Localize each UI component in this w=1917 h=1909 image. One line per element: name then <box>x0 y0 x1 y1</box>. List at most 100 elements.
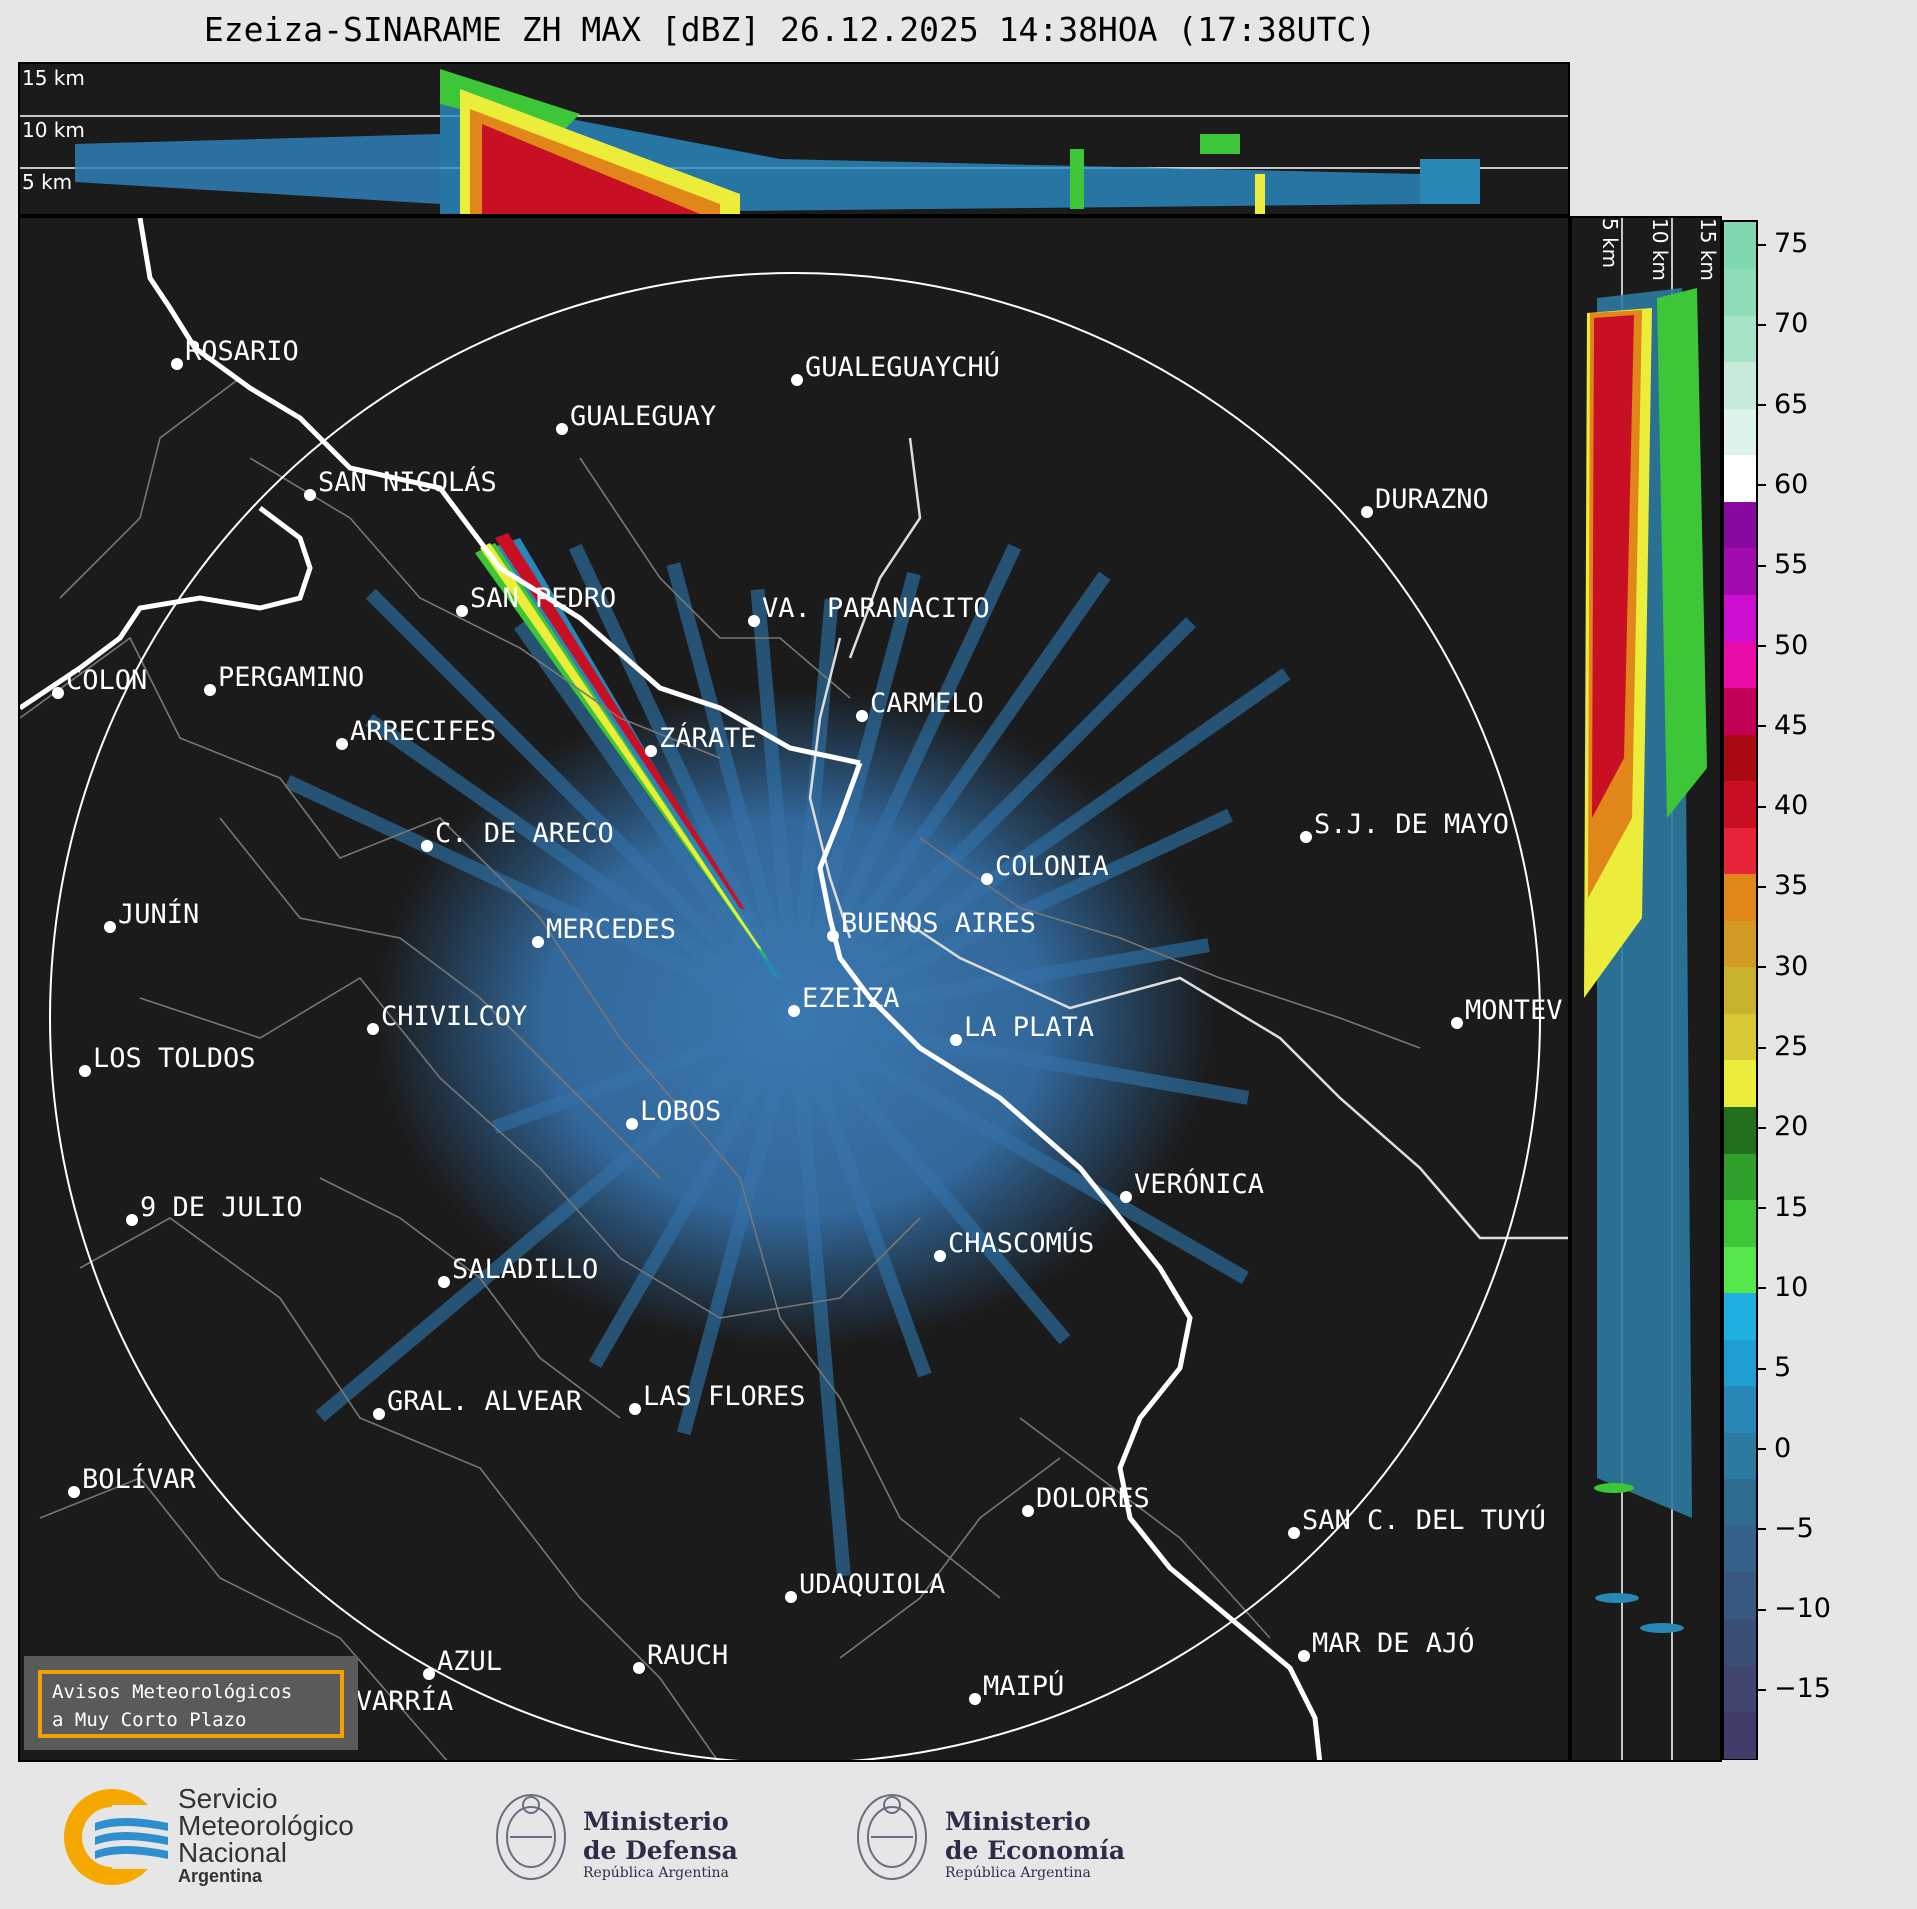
echo-band-yellow <box>480 543 762 950</box>
city-marker <box>934 1250 946 1262</box>
city-marker <box>1300 831 1312 843</box>
colorbar-segment <box>1724 1711 1756 1759</box>
top-cross-section-panel: 15 km 10 km 5 km <box>18 62 1570 216</box>
colorbar-segment <box>1724 1664 1756 1713</box>
colorbar-segment <box>1724 268 1756 316</box>
city-marker <box>204 684 216 696</box>
colorbar-segment <box>1724 547 1756 595</box>
colorbar-tick-label: 0 <box>1757 1433 1791 1464</box>
city-marker <box>1120 1191 1132 1203</box>
city-marker <box>645 745 657 757</box>
city-label: MAR DE AJÓ <box>1312 1627 1475 1659</box>
city-marker <box>969 1693 981 1705</box>
page-title: Ezeiza-SINARAME ZH MAX [dBZ] 26.12.2025 … <box>203 10 1377 49</box>
defensa-line-1: Ministerio <box>583 1807 729 1836</box>
colorbar-segment <box>1724 222 1756 270</box>
coastline <box>808 437 1568 1240</box>
colorbar-segment <box>1724 1385 1756 1433</box>
city-label: VERÓNICA <box>1134 1168 1264 1200</box>
city-label: MERCEDES <box>546 914 676 945</box>
colorbar-segment <box>1724 687 1756 735</box>
colorbar-segment <box>1724 1246 1756 1294</box>
city-marker <box>456 605 468 617</box>
colorbar-tick-label: 55 <box>1757 549 1808 580</box>
city-label: CHIVILCOY <box>381 1001 527 1032</box>
city-label: GRAL. ALVEAR <box>387 1386 583 1417</box>
warning-box[interactable]: Avisos Meteorológicos a Muy Corto Plazo <box>24 1656 358 1750</box>
colorbar-tick-label: 10 <box>1757 1272 1808 1303</box>
city-label: DOLORES <box>1036 1483 1150 1514</box>
city-marker <box>171 358 183 370</box>
economia-logo-text: Ministerio de Economía República Argenti… <box>945 1807 1125 1881</box>
city-label: JUNÍN <box>118 898 199 930</box>
colorbar-tick-label: 30 <box>1757 951 1808 982</box>
height-label-5km: 5 km <box>22 170 73 194</box>
city-label: 9 DE JULIO <box>140 1192 303 1223</box>
smn-line-2: Meteorológico <box>178 1810 354 1841</box>
city-marker <box>367 1023 379 1035</box>
city-marker <box>950 1034 962 1046</box>
city-label: EZEIZA <box>802 983 900 1014</box>
city-label: PERGAMINO <box>218 662 364 693</box>
city-label: CHASCOMÚS <box>948 1227 1094 1259</box>
city-marker <box>532 936 544 948</box>
city-label: SAN NICOLÁS <box>318 466 497 498</box>
colorbar-tick-label: 25 <box>1757 1031 1808 1062</box>
colorbar-segment <box>1724 454 1756 502</box>
defensa-logo-text: Ministerio de Defensa República Argentin… <box>583 1807 738 1881</box>
colorbar-tick-label: 70 <box>1757 308 1808 339</box>
defensa-line-2: de Defensa <box>583 1836 738 1865</box>
city-marker <box>791 374 803 386</box>
colorbar-segment <box>1724 640 1756 689</box>
side-cross-section-panel: 5 km 10 km 15 km <box>1570 216 1722 1762</box>
city-label: COLON <box>66 665 147 696</box>
city-marker <box>336 738 348 750</box>
economia-line-2: de Economía <box>945 1836 1126 1865</box>
side-height-label-5km: 5 km <box>1598 218 1622 269</box>
footer-graphics <box>64 1789 927 1885</box>
colorbar-tick-label: −15 <box>1758 1673 1831 1704</box>
city-marker <box>373 1408 385 1420</box>
colorbar-segment <box>1724 1618 1756 1666</box>
defensa-line-3: República Argentina <box>583 1865 729 1881</box>
colorbar-segment <box>1724 873 1756 921</box>
colorbar-segment <box>1724 1059 1756 1107</box>
city-label: MAIPÚ <box>983 1670 1064 1702</box>
side-height-label-15km: 15 km <box>1696 218 1720 281</box>
colorbar-segment <box>1724 1199 1756 1247</box>
colorbar-segment <box>1724 1152 1756 1201</box>
side-section-echo <box>1584 218 1707 1760</box>
defensa-coat-of-arms-icon <box>496 1794 566 1880</box>
colorbar-tick-label: 75 <box>1757 228 1808 259</box>
colorbar-tick-label: 15 <box>1757 1192 1808 1223</box>
city-marker <box>304 489 316 501</box>
warning-box-line-1: Avisos Meteorológicos <box>52 1681 293 1703</box>
city-marker <box>1288 1527 1300 1539</box>
colorbar-segment <box>1724 966 1756 1014</box>
city-marker <box>1451 1017 1463 1029</box>
city-marker <box>79 1065 91 1077</box>
colorbar-segment <box>1724 594 1756 642</box>
province-borders <box>20 377 1421 1760</box>
city-marker <box>52 687 64 699</box>
colorbar-segment <box>1724 780 1756 828</box>
colorbar-tick-label: 45 <box>1757 710 1808 741</box>
colorbar-segment <box>1724 1292 1756 1340</box>
city-label: MONTEV <box>1465 995 1563 1026</box>
colorbar-segment <box>1724 1013 1756 1061</box>
city-marker <box>827 930 839 942</box>
colorbar-tick-label: 5 <box>1757 1352 1791 1383</box>
smn-logo-text: Servicio Meteorológico Nacional Argentin… <box>178 1785 354 1887</box>
city-label: CARMELO <box>870 688 984 719</box>
colorbar-tick-label: 20 <box>1757 1111 1808 1142</box>
warning-box-line-2: a Muy Corto Plazo <box>52 1709 247 1731</box>
city-label: UDAQUIOLA <box>799 1569 945 1600</box>
colorbar-segment <box>1724 1339 1756 1387</box>
height-label-10km: 10 km <box>22 118 85 142</box>
city-label: ROSARIO <box>185 336 299 367</box>
city-label: LOS TOLDOS <box>93 1043 256 1074</box>
economia-line-3: República Argentina <box>945 1865 1091 1881</box>
smn-line-4: Argentina <box>178 1866 263 1886</box>
city-marker <box>748 615 760 627</box>
colorbar-tick-label: 65 <box>1757 389 1808 420</box>
